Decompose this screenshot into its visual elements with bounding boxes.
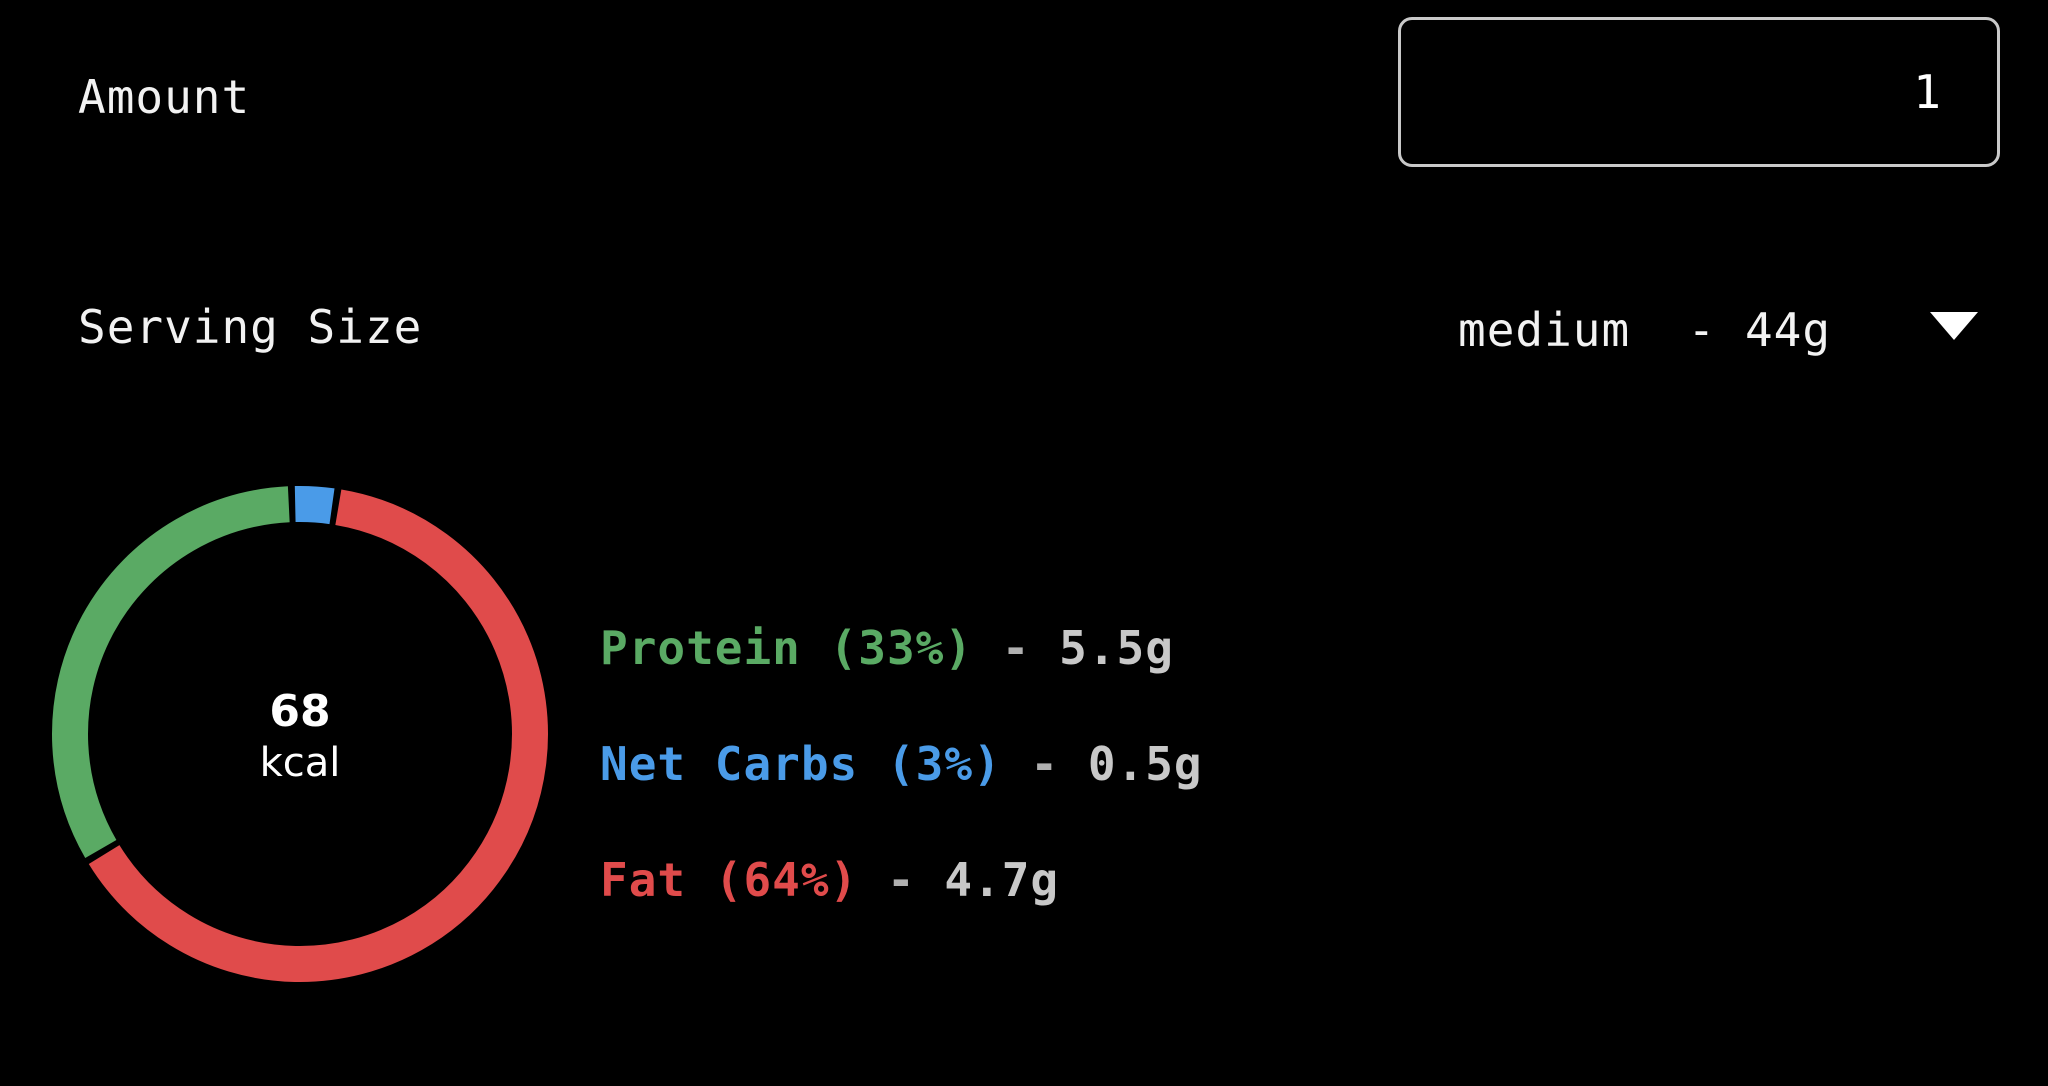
legend-net-carbs-name: Net Carbs (3%) bbox=[600, 737, 1002, 791]
amount-input[interactable] bbox=[1398, 17, 2000, 167]
amount-label: Amount bbox=[78, 70, 251, 124]
legend-fat-name: Fat (64%) bbox=[600, 853, 859, 907]
chevron-down-icon[interactable] bbox=[1930, 312, 1978, 340]
legend-protein-amount: 5.5g bbox=[1059, 621, 1174, 675]
legend-net-carbs-amount: 0.5g bbox=[1087, 737, 1203, 791]
serving-size-label: Serving Size bbox=[78, 300, 423, 354]
legend-fat: Fat (64%) - 4.7g bbox=[600, 822, 1203, 938]
legend-fat-amount: 4.7g bbox=[944, 853, 1060, 907]
serving-size-dropdown[interactable]: medium - 44g bbox=[1458, 290, 1978, 370]
legend-net-carbs: Net Carbs (3%) - 0.5g bbox=[600, 706, 1203, 822]
donut-segment-protein bbox=[52, 486, 290, 858]
donut-segment-fat bbox=[88, 489, 548, 982]
macro-donut-chart: 68 kcal bbox=[44, 478, 556, 990]
serving-size-value: medium - 44g bbox=[1458, 303, 1832, 357]
legend-protein-separator: - bbox=[973, 621, 1060, 675]
donut-segment-net-carbs bbox=[294, 486, 335, 525]
kcal-value: 68 bbox=[269, 686, 331, 737]
macro-legend: Protein (33%) - 5.5g Net Carbs (3%) - 0.… bbox=[600, 590, 1203, 938]
legend-fat-separator: - bbox=[858, 853, 945, 907]
kcal-unit: kcal bbox=[259, 740, 341, 786]
legend-net-carbs-separator: - bbox=[1001, 737, 1088, 791]
legend-protein-name: Protein (33%) bbox=[600, 621, 974, 675]
legend-protein: Protein (33%) - 5.5g bbox=[600, 590, 1203, 706]
donut-svg bbox=[52, 486, 548, 982]
